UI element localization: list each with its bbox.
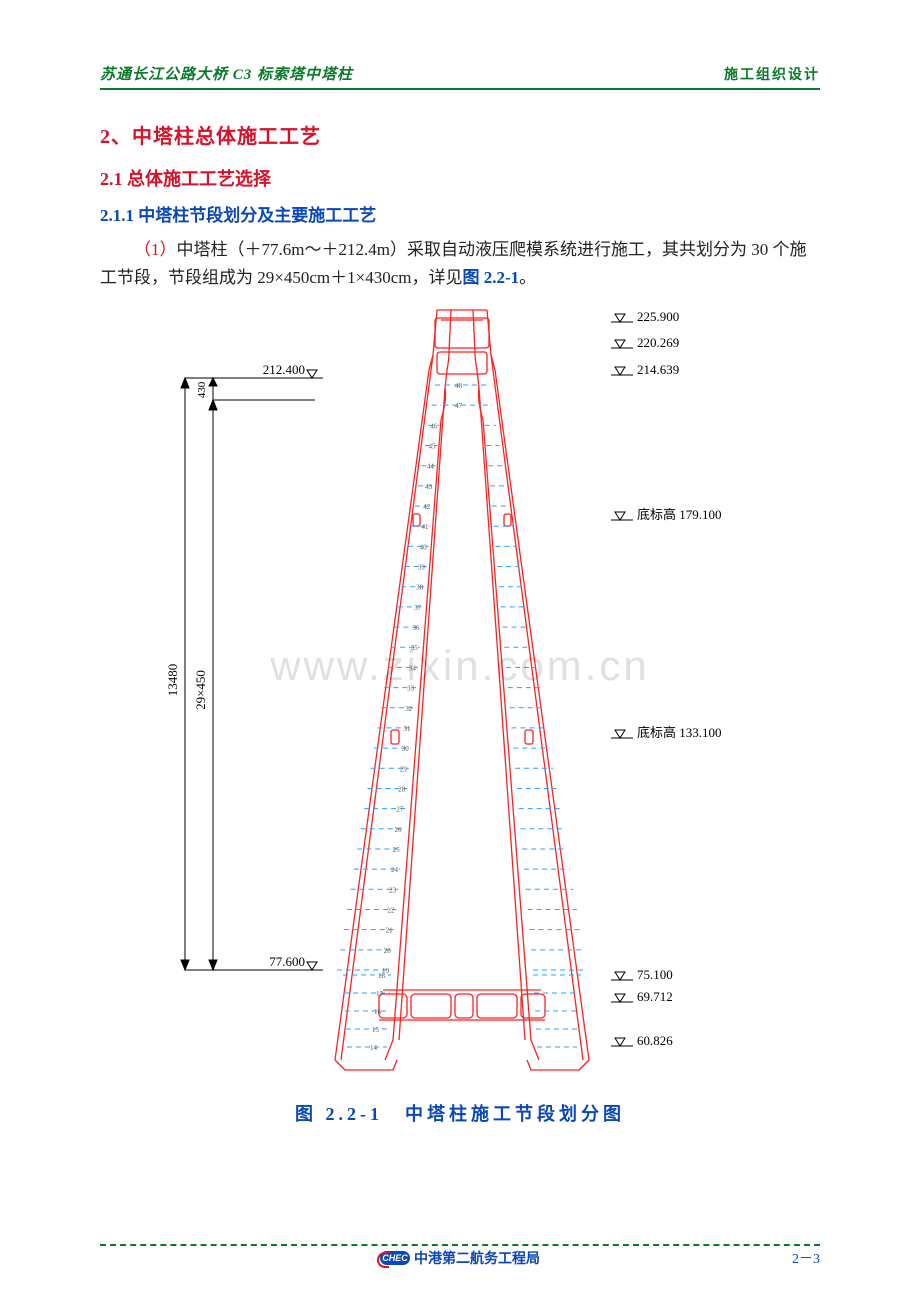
svg-text:26: 26 [395, 826, 403, 834]
svg-text:23: 23 [389, 886, 397, 894]
paragraph-1: （1）中塔柱（＋77.6m～＋212.4m）采取自动液压爬模系统进行施工，其共划… [100, 236, 820, 292]
svg-text:18: 18 [378, 972, 386, 980]
svg-text:15: 15 [372, 1026, 380, 1034]
svg-text:60.826: 60.826 [637, 1033, 673, 1048]
tower-diagram: www.zixin.com.cn [145, 300, 775, 1090]
svg-text:75.100: 75.100 [637, 967, 673, 982]
elev-bottom-left: 77.600 [269, 954, 305, 969]
svg-text:37: 37 [414, 604, 422, 612]
dim-topseg: 430 [196, 381, 208, 398]
svg-text:42: 42 [423, 503, 431, 511]
logo-badge: CHEC [380, 1251, 410, 1265]
svg-text:22: 22 [387, 906, 395, 914]
svg-text:220.269: 220.269 [637, 335, 679, 350]
heading-3: 2.1 总体施工工艺选择 [100, 165, 820, 191]
page: 苏通长江公路大桥 C3 标索塔中塔柱 施工组织设计 2、中塔柱总体施工工艺 2.… [0, 0, 920, 1302]
svg-text:16: 16 [374, 1008, 382, 1016]
svg-text:底标高 133.100: 底标高 133.100 [637, 725, 722, 740]
svg-text:32: 32 [405, 705, 413, 713]
svg-text:40: 40 [420, 543, 428, 551]
footer-rule [100, 1244, 820, 1246]
svg-text:41: 41 [421, 523, 429, 531]
svg-text:33: 33 [407, 685, 415, 693]
svg-text:69.712: 69.712 [637, 989, 673, 1004]
svg-text:34: 34 [409, 664, 417, 672]
svg-text:214.639: 214.639 [637, 362, 679, 377]
elev-top-left: 212.400 [263, 362, 305, 377]
figure-reference: 图 2.2-1 [462, 268, 519, 287]
svg-text:底标高 179.100: 底标高 179.100 [637, 507, 722, 522]
svg-text:17: 17 [376, 990, 384, 998]
svg-text:45: 45 [429, 443, 437, 451]
svg-text:225.900: 225.900 [637, 309, 679, 324]
figure-caption: 图 2.2-1 中塔柱施工节段划分图 [100, 1100, 820, 1126]
page-header: 苏通长江公路大桥 C3 标索塔中塔柱 施工组织设计 [100, 60, 820, 90]
svg-text:28: 28 [398, 785, 406, 793]
svg-text:47: 47 [455, 402, 463, 410]
svg-text:14: 14 [370, 1044, 378, 1052]
svg-text:43: 43 [425, 483, 433, 491]
svg-text:24: 24 [391, 866, 399, 874]
dim-segments: 29×450 [193, 670, 208, 710]
footer-center: CHEC 中港第二航务工程局 [0, 1248, 920, 1268]
svg-text:29: 29 [400, 765, 408, 773]
diagram-svg: 13480 29×450 430 212.400 77.600 [145, 300, 775, 1090]
svg-text:48: 48 [455, 382, 463, 390]
svg-text:38: 38 [416, 584, 424, 592]
dim-total: 13480 [165, 664, 180, 697]
para-body-a: 中塔柱（＋77.6m～＋212.4m）采取自动液压爬模系统进行施工，其共划分为 … [100, 240, 806, 287]
content-area: 2、中塔柱总体施工工艺 2.1 总体施工工艺选择 2.1.1 中塔柱节段划分及主… [100, 90, 820, 1126]
header-left-title: 苏通长江公路大桥 C3 标索塔中塔柱 [100, 63, 353, 84]
heading-2: 2、中塔柱总体施工工艺 [100, 120, 820, 149]
heading-4: 2.1.1 中塔柱节段划分及主要施工工艺 [100, 201, 820, 226]
svg-text:20: 20 [384, 947, 392, 955]
footer-logo: CHEC [380, 1251, 410, 1265]
svg-text:25: 25 [393, 846, 401, 854]
para-prefix: （1） [134, 240, 177, 259]
svg-text:46: 46 [430, 422, 438, 430]
footer-org: 中港第二航务工程局 [414, 1248, 540, 1268]
header-right-title: 施工组织设计 [724, 64, 820, 84]
svg-text:27: 27 [396, 806, 404, 814]
svg-text:39: 39 [418, 564, 426, 572]
svg-text:21: 21 [386, 927, 394, 935]
svg-text:36: 36 [412, 624, 420, 632]
svg-text:44: 44 [427, 463, 435, 471]
svg-text:35: 35 [411, 644, 419, 652]
para-body-b: 。 [519, 268, 536, 287]
footer-page-number: 2－3 [792, 1248, 820, 1268]
svg-text:31: 31 [404, 725, 412, 733]
svg-text:30: 30 [402, 745, 410, 753]
